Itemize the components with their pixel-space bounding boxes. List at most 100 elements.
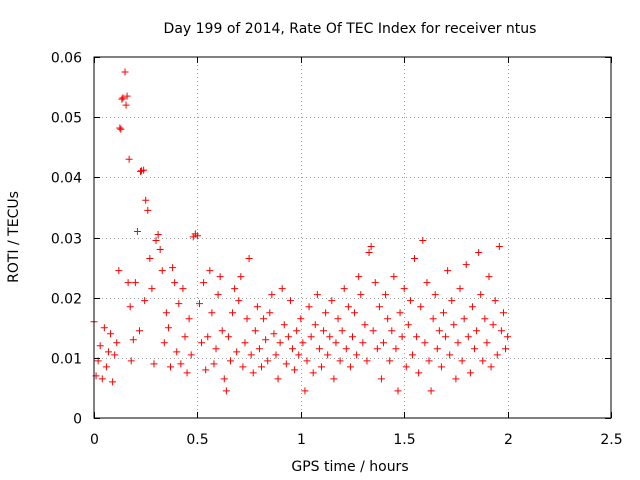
chart-title: Day 199 of 2014, Rate Of TEC Index for r… <box>164 21 537 37</box>
data-point <box>286 297 294 305</box>
data-point <box>417 303 425 311</box>
data-point <box>245 255 253 263</box>
data-point <box>239 363 247 371</box>
data-point <box>311 321 319 329</box>
data-point <box>179 285 187 293</box>
y-tick-label: 0.06 <box>51 51 82 67</box>
data-point <box>301 387 309 395</box>
data-point <box>363 357 371 365</box>
data-point <box>135 327 143 335</box>
data-point <box>365 249 373 257</box>
data-point <box>241 339 249 347</box>
data-point <box>340 285 348 293</box>
data-point <box>324 351 332 359</box>
data-point <box>442 333 450 341</box>
data-point <box>210 360 218 368</box>
data-point <box>299 339 307 347</box>
data-point <box>258 363 266 371</box>
data-point <box>353 351 361 359</box>
data-point <box>162 309 170 317</box>
data-point <box>169 264 177 272</box>
data-point <box>183 369 191 377</box>
data-point <box>351 309 359 317</box>
data-point <box>264 357 272 365</box>
data-point <box>456 285 464 293</box>
data-point <box>458 357 466 365</box>
data-point <box>280 321 288 329</box>
data-point <box>473 327 481 335</box>
data-point <box>394 387 402 395</box>
data-point <box>237 273 245 281</box>
data-point <box>499 309 507 317</box>
data-point <box>487 363 495 371</box>
data-point <box>104 348 112 356</box>
y-tick-label: 0.02 <box>51 292 82 308</box>
data-point <box>208 309 216 317</box>
data-point <box>164 324 172 332</box>
data-point <box>322 309 330 317</box>
data-point <box>307 333 315 341</box>
data-point <box>270 330 278 338</box>
data-point <box>274 375 282 383</box>
data-point <box>398 333 406 341</box>
data-point <box>479 357 487 365</box>
data-point <box>336 357 344 365</box>
data-point <box>406 297 414 305</box>
data-point <box>359 339 367 347</box>
data-point <box>268 291 276 299</box>
data-point <box>344 303 352 311</box>
data-point <box>293 327 301 335</box>
data-point <box>113 339 121 347</box>
x-tick-label: 1 <box>297 432 306 448</box>
data-point <box>297 315 305 323</box>
data-point <box>152 237 160 245</box>
data-point <box>382 291 390 299</box>
data-point <box>483 339 491 347</box>
data-point <box>326 333 334 341</box>
data-point <box>202 366 210 374</box>
data-point <box>375 303 383 311</box>
data-point <box>243 315 251 323</box>
data-point <box>154 230 162 238</box>
data-point <box>229 309 237 317</box>
y-tick-label: 0.01 <box>51 352 82 368</box>
data-point <box>185 315 193 323</box>
data-point <box>233 348 241 356</box>
data-point <box>413 333 421 341</box>
data-point <box>125 155 133 163</box>
data-point <box>141 297 149 305</box>
data-point <box>504 333 512 341</box>
data-point <box>454 339 462 347</box>
data-point <box>495 243 503 251</box>
data-point <box>466 369 474 377</box>
data-point <box>464 333 472 341</box>
data-point <box>284 333 292 341</box>
data-point <box>140 166 148 174</box>
data-point <box>291 366 299 374</box>
axis-ticks: 0 0.01 0.02 0.03 0.04 0.05 0.06 0 0.5 1 1.5 2 2.5 <box>51 51 623 449</box>
data-point <box>126 303 134 311</box>
data-point <box>212 345 220 353</box>
data-point <box>276 339 284 347</box>
data-point <box>411 255 419 263</box>
data-point <box>330 375 338 383</box>
data-point <box>303 357 311 365</box>
data-point <box>218 327 226 335</box>
data-point <box>118 95 126 103</box>
data-point <box>367 243 375 251</box>
data-point <box>204 333 212 341</box>
data-point <box>260 315 268 323</box>
data-point <box>146 255 154 263</box>
data-point <box>226 357 234 365</box>
x-tick-label: 0 <box>90 432 99 448</box>
data-point <box>187 351 195 359</box>
data-point <box>111 351 119 359</box>
data-point <box>160 339 168 347</box>
data-point <box>320 327 328 335</box>
data-point <box>177 360 185 368</box>
data-point <box>137 167 145 175</box>
data-point <box>489 321 497 329</box>
x-tick-label: 1.5 <box>393 432 415 448</box>
data-point <box>117 125 125 133</box>
data-point <box>390 273 398 281</box>
